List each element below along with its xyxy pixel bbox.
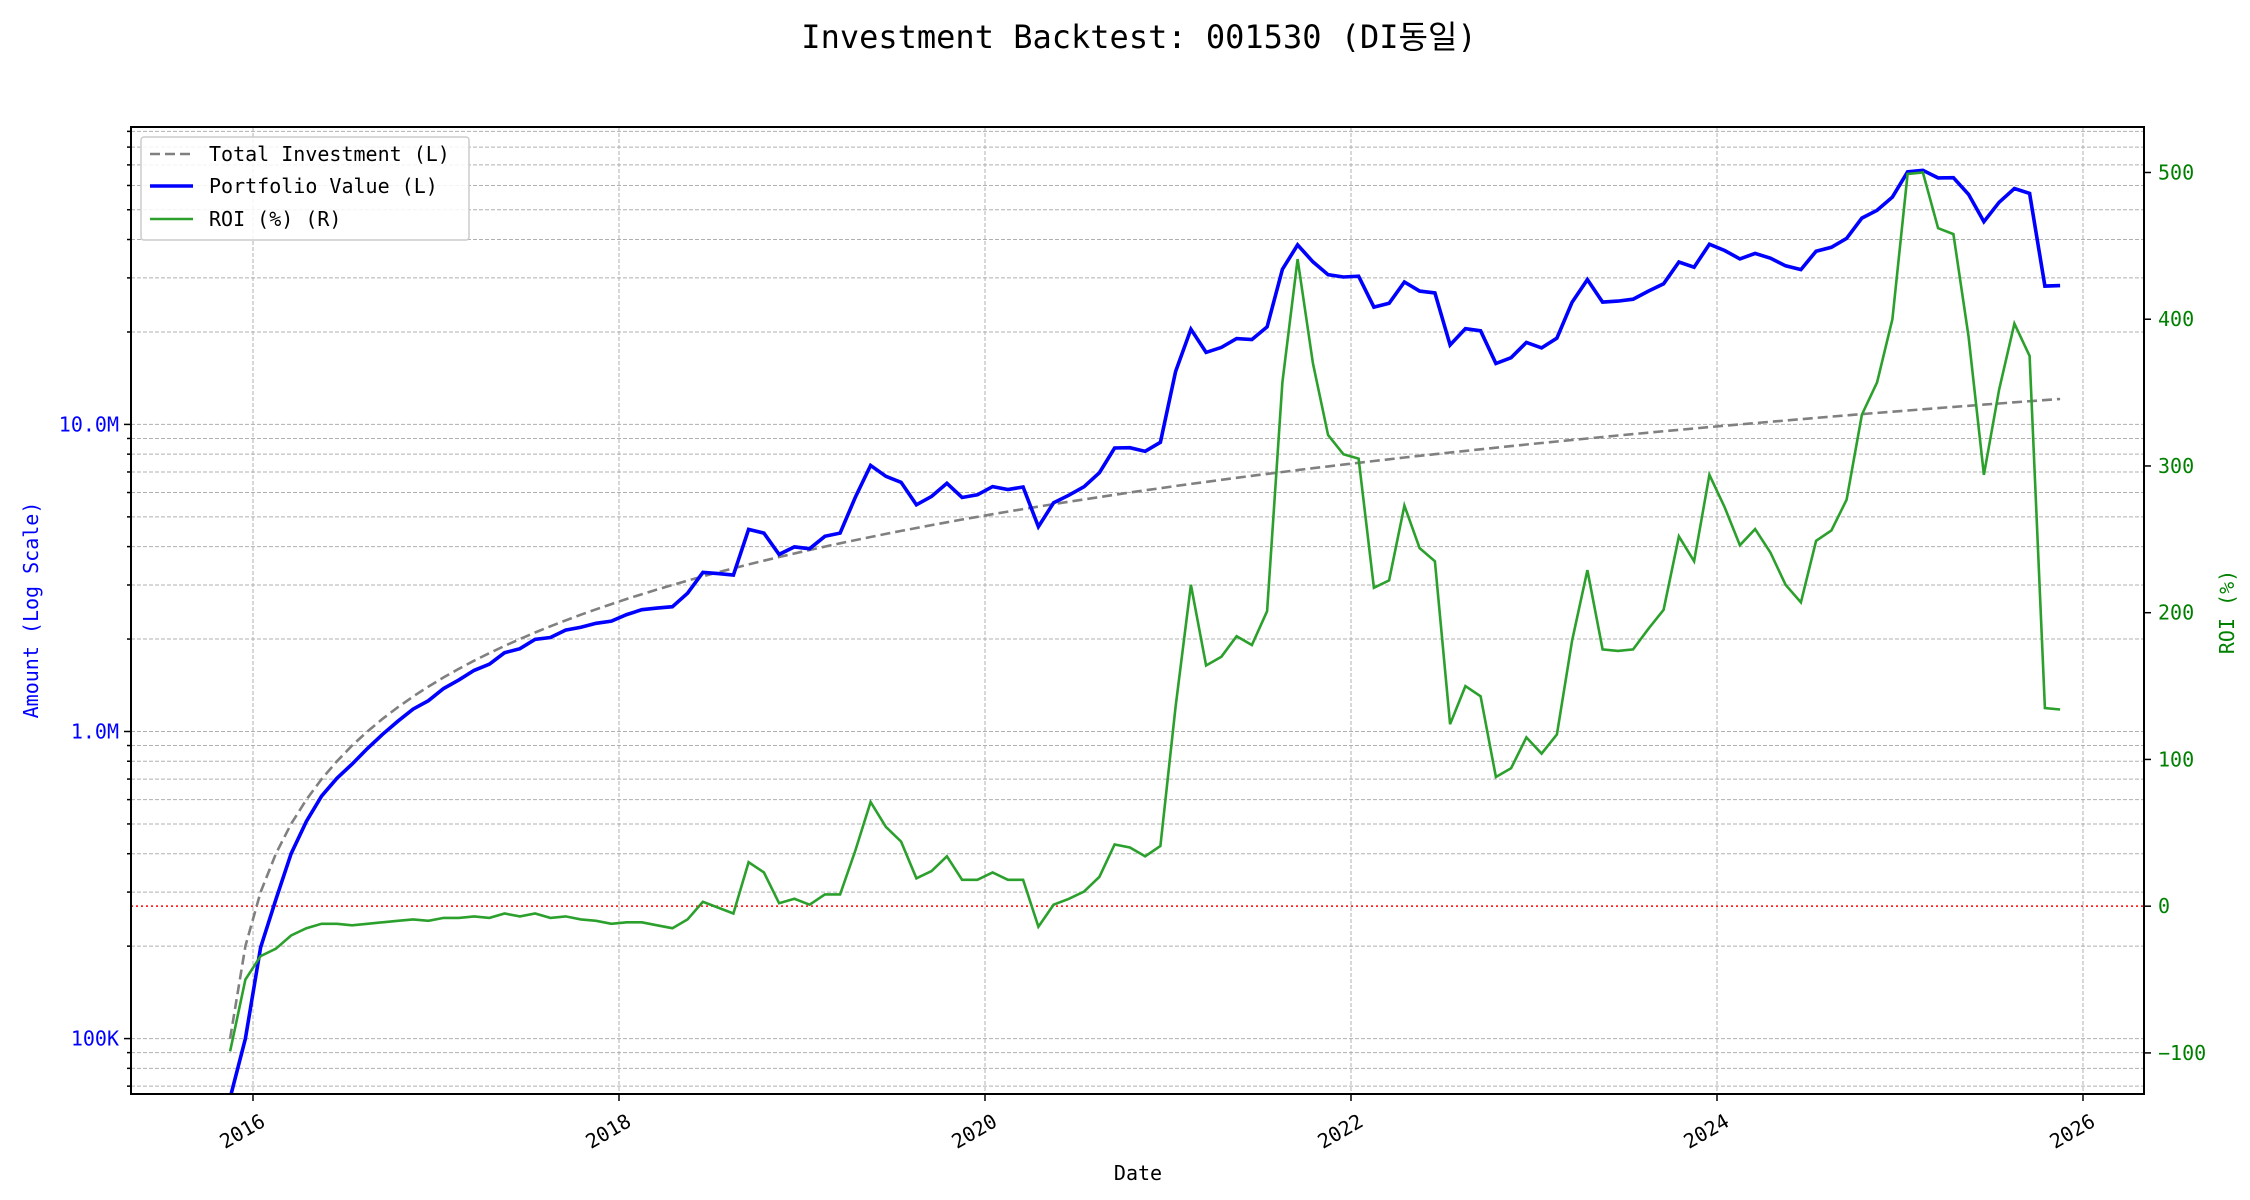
legend-label-portfolio: Portfolio Value (L)	[209, 174, 438, 198]
x-axis-label: Date	[1114, 1161, 1162, 1185]
x-tick-label: 2018	[581, 1109, 635, 1154]
y-right-tick-label: 200	[2158, 601, 2194, 625]
y-right-tick-label: 100	[2158, 747, 2194, 771]
y-right-tick-label: −100	[2158, 1041, 2206, 1065]
x-tick-label: 2026	[2045, 1109, 2099, 1154]
roi-line	[228, 171, 2061, 1052]
y-right-tick-label: 400	[2158, 307, 2194, 331]
y-left-tick-label: 1.0M	[71, 719, 119, 743]
x-tick-label: 2020	[947, 1109, 1001, 1154]
y-axis-label-left: Amount (Log Scale)	[19, 502, 43, 719]
axis-ticks: 2016 2018 2020 2022 2024 2026 100K 1.0M 10.0M −10…	[59, 130, 2206, 1154]
y-right-tick-label: 0	[2158, 894, 2170, 918]
y-left-tick-label: 10.0M	[59, 412, 119, 436]
x-tick-label: 2022	[1313, 1109, 1367, 1154]
y-right-tick-label: 500	[2158, 160, 2194, 184]
plot-frame	[130, 126, 2145, 1095]
x-tick-label: 2024	[1679, 1109, 1733, 1154]
legend-box	[140, 136, 470, 241]
y-axis-label-right: ROI (%)	[2215, 570, 2239, 654]
y-left-tick-label: 100K	[71, 1027, 119, 1051]
legend-label-investment: Total Investment (L)	[209, 142, 450, 166]
chart-title: Investment Backtest: 001530 (DI동일)	[801, 18, 1476, 56]
legend: Total Investment (L) Portfolio Value (L)…	[140, 136, 470, 241]
total-investment-line	[228, 397, 2061, 1039]
portfolio-value-line	[229, 168, 2061, 1094]
y-right-tick-label: 300	[2158, 454, 2194, 478]
legend-label-roi: ROI (%) (R)	[209, 207, 341, 231]
grid	[131, 127, 2144, 1094]
x-tick-label: 2016	[215, 1109, 269, 1154]
